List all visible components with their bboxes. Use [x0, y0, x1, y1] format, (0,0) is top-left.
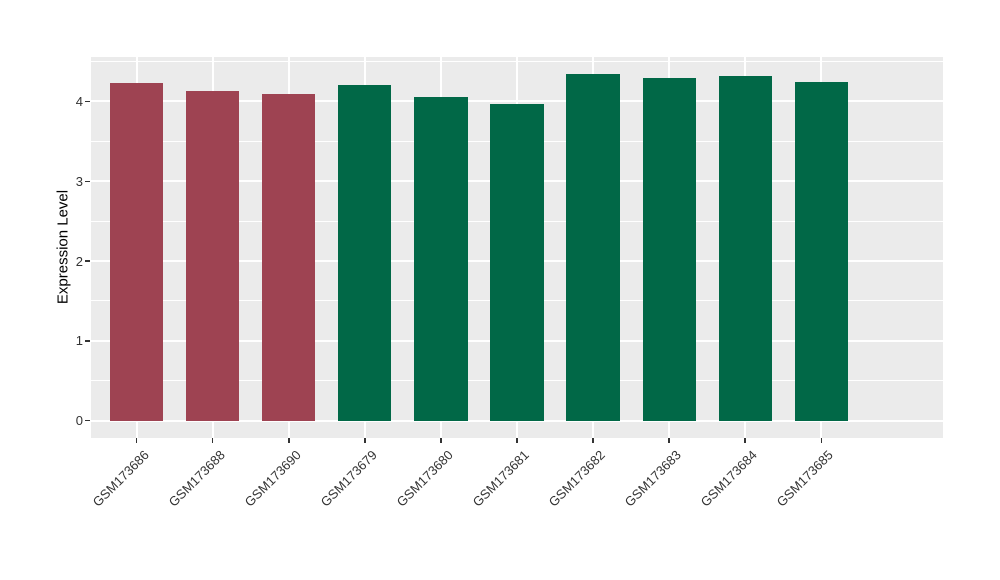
x-axis-tick: [744, 438, 746, 443]
y-axis-tick: [85, 180, 90, 182]
x-axis-tick: [668, 438, 670, 443]
y-axis-tick: [85, 340, 90, 342]
y-tick-label: 2: [75, 253, 83, 269]
x-axis-tick: [135, 438, 138, 443]
bar: [794, 82, 848, 421]
x-tick-label: GSM173679: [317, 447, 380, 510]
x-tick-label: GSM173690: [241, 447, 304, 510]
bar: [642, 78, 696, 421]
y-tick-label: 3: [75, 173, 83, 189]
x-axis-tick: [288, 438, 290, 443]
x-axis-tick: [516, 438, 518, 443]
bar: [718, 75, 772, 421]
y-tick-label: 1: [75, 333, 83, 349]
bar: [414, 97, 468, 421]
y-tick-label: 0: [75, 413, 83, 429]
x-tick-label: GSM173686: [89, 447, 152, 510]
x-tick-label: GSM173680: [393, 447, 456, 510]
bar: [262, 94, 316, 421]
y-axis-title: Expression Level: [54, 189, 72, 305]
x-tick-label: GSM173681: [469, 447, 532, 510]
x-tick-label: GSM173688: [165, 447, 228, 510]
x-axis-tick: [592, 438, 594, 443]
x-tick-label: GSM173684: [697, 447, 761, 510]
bar: [338, 84, 392, 421]
x-axis-tick: [820, 438, 823, 443]
y-axis-tick: [85, 419, 90, 422]
x-axis-tick: [364, 438, 366, 443]
y-axis-tick: [85, 100, 90, 103]
bar: [490, 103, 544, 421]
y-tick-label: 4: [75, 93, 83, 109]
x-axis-tick: [440, 438, 442, 443]
bar: [566, 74, 620, 421]
x-tick-label: GSM173683: [621, 447, 685, 510]
plot-panel: [91, 57, 943, 438]
bar: [186, 91, 240, 421]
y-axis-tick: [85, 260, 90, 262]
bar: [110, 83, 164, 421]
x-axis-tick: [211, 438, 214, 443]
x-tick-label: GSM173685: [773, 447, 837, 510]
x-tick-label: GSM173682: [545, 447, 608, 510]
